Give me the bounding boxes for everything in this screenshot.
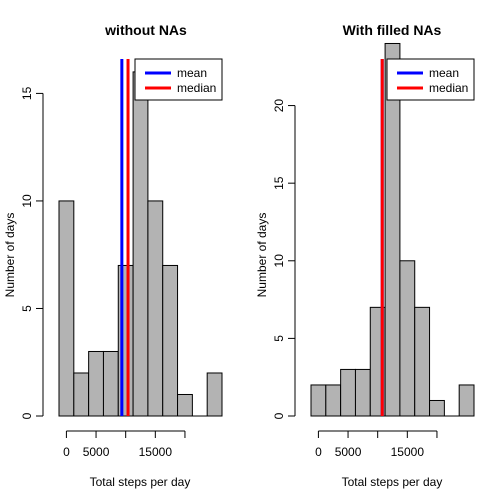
y-tick-label: 15: [20, 86, 34, 100]
y-tick-label: 5: [272, 335, 286, 342]
y-axis-label: Number of days: [3, 213, 17, 298]
histogram-bar: [458, 384, 475, 417]
chart-title: without NAs: [104, 22, 187, 38]
histogram-bar: [414, 306, 431, 417]
legend-box: [134, 58, 223, 101]
histogram-bar: [384, 42, 401, 417]
y-tick-label: 20: [272, 99, 286, 113]
bars: [310, 42, 475, 417]
x-tick-label: 5000: [83, 445, 110, 459]
y-tick-label: 5: [20, 305, 34, 312]
histogram-bar: [206, 372, 223, 417]
y-tick-label: 0: [20, 412, 34, 419]
histogram-bar: [177, 393, 193, 417]
x-tick-label: 0: [63, 445, 70, 459]
histogram-bar: [132, 71, 149, 417]
legend-box: [386, 58, 475, 101]
y-tick-label: 10: [272, 254, 286, 268]
legend-label-median: median: [177, 81, 216, 95]
stat-lines: [120, 59, 130, 416]
x-axis-label: Total steps per day: [90, 475, 191, 489]
x-axis: 0 5000 15000: [63, 430, 186, 459]
histogram-bar: [340, 368, 356, 417]
histogram-bar: [102, 350, 119, 417]
legend-label-mean: mean: [429, 66, 459, 80]
histogram-bar: [399, 260, 416, 417]
histogram-bar: [58, 200, 75, 417]
x-axis-label: Total steps per day: [342, 475, 443, 489]
x-tick-label: 0: [315, 445, 322, 459]
y-axis: 0 5 10 15: [20, 86, 44, 419]
chart-title: With filled NAs: [343, 22, 442, 38]
y-axis-label: Number of days: [255, 213, 269, 298]
panel-with-filled-nas: With filled NAs Total steps per day Numb…: [255, 22, 475, 489]
x-tick-label: 15000: [139, 445, 173, 459]
panel-without-nas: without NAs Total steps per day Number o…: [3, 22, 223, 489]
legend-label-median: median: [429, 81, 468, 95]
y-tick-label: 15: [272, 176, 286, 190]
histogram-bar: [73, 372, 90, 417]
bars: [58, 71, 223, 417]
histogram-bar: [162, 264, 179, 417]
x-tick-label: 5000: [335, 445, 362, 459]
y-tick-label: 10: [20, 194, 34, 208]
histogram-bar: [429, 399, 445, 417]
histogram-bar: [325, 384, 342, 417]
x-axis: 0 5000 15000: [315, 430, 438, 459]
histogram-bar: [88, 350, 104, 417]
histogram-bar: [354, 368, 371, 417]
x-tick-label: 15000: [391, 445, 425, 459]
y-tick-label: 0: [272, 412, 286, 419]
y-axis: 0 5 10 15 20: [272, 99, 296, 419]
legend-label-mean: mean: [177, 66, 207, 80]
histogram-bar: [147, 200, 164, 417]
histogram-bar: [310, 384, 327, 417]
